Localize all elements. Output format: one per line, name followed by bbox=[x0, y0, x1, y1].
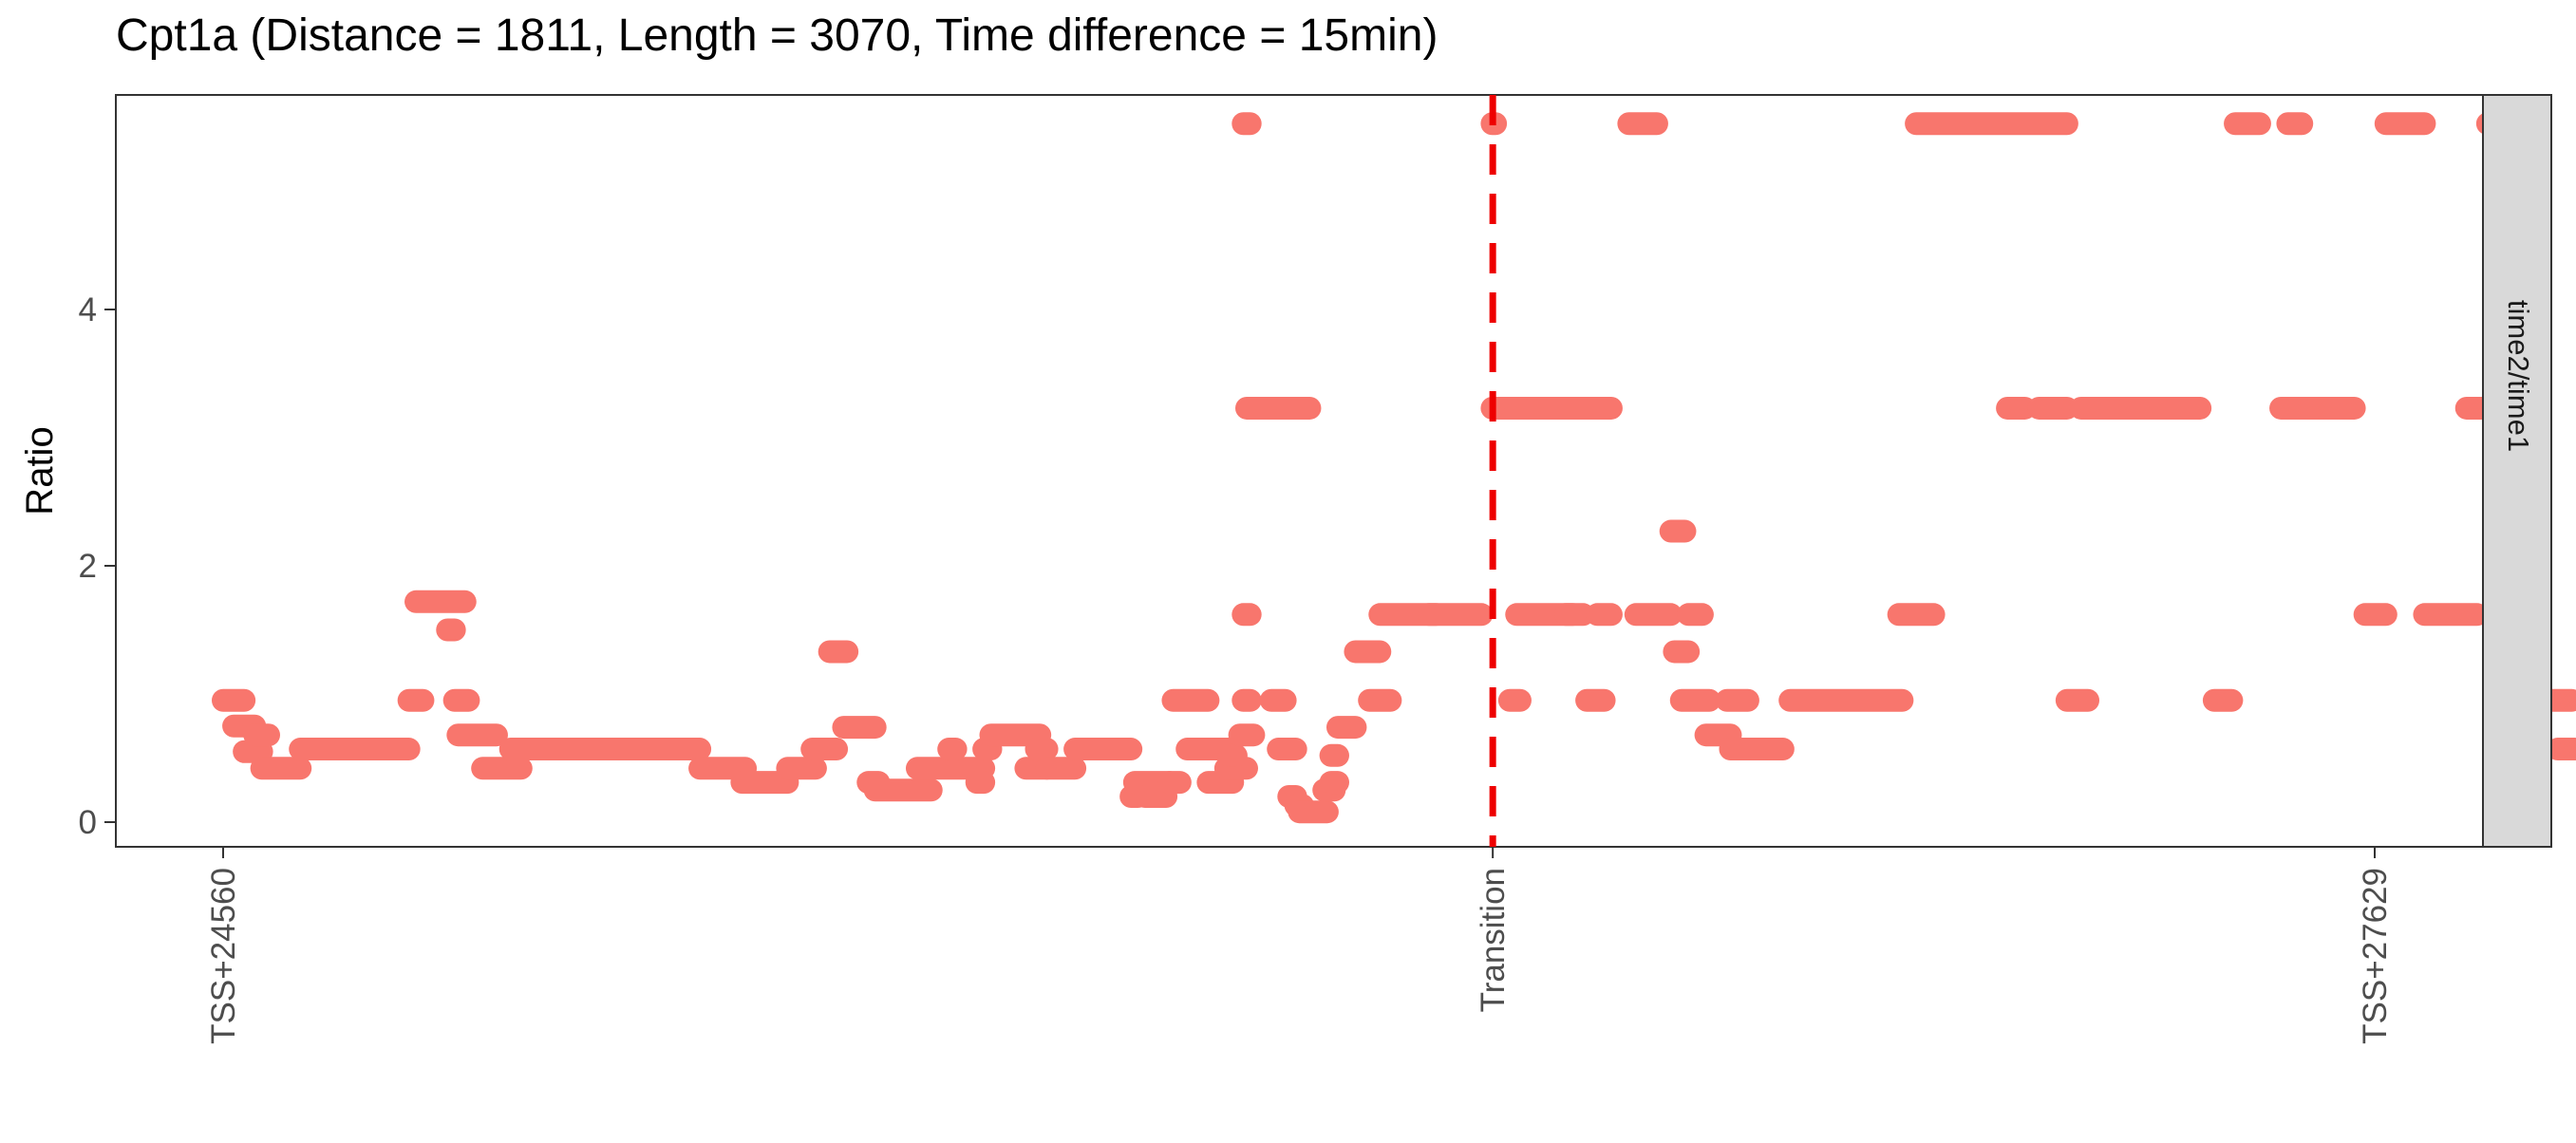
data-point-run bbox=[1217, 743, 1248, 767]
data-point-run bbox=[1887, 603, 1946, 627]
data-point-run bbox=[863, 778, 943, 802]
data-point-run bbox=[818, 640, 859, 664]
y-axis-title: Ratio bbox=[19, 426, 61, 515]
data-point-run bbox=[250, 757, 312, 780]
data-point-run bbox=[1575, 688, 1616, 712]
data-point-run bbox=[1617, 112, 1668, 136]
data-points bbox=[212, 112, 2576, 824]
data-point-run bbox=[1586, 603, 1623, 627]
data-point-run bbox=[2269, 396, 2366, 420]
data-point-run bbox=[212, 688, 256, 712]
chart-title: Cpt1a (Distance = 1811, Length = 3070, T… bbox=[116, 10, 1438, 61]
data-point-run bbox=[1288, 800, 1339, 824]
data-point-run bbox=[1319, 771, 1349, 795]
data-point-run bbox=[2353, 603, 2397, 627]
data-point-run bbox=[1025, 738, 1059, 761]
data-point-run bbox=[1905, 112, 2078, 136]
data-point-run bbox=[1659, 519, 1697, 543]
data-point-run bbox=[2413, 603, 2489, 627]
data-point-run bbox=[2546, 738, 2576, 761]
y-tick-label: 2 bbox=[79, 548, 97, 585]
data-point-run bbox=[1319, 743, 1349, 767]
data-point-run bbox=[2276, 112, 2314, 136]
data-point-run bbox=[1480, 396, 1623, 420]
data-point-run bbox=[1663, 640, 1701, 664]
data-point-run bbox=[498, 738, 712, 761]
x-tick-label: Transition bbox=[1475, 868, 1512, 1012]
data-point-run bbox=[436, 618, 466, 642]
data-point-run bbox=[442, 688, 480, 712]
y-tick-label: 0 bbox=[79, 804, 97, 841]
data-point-run bbox=[1234, 396, 1322, 420]
x-tick-label: TSS+27629 bbox=[2357, 868, 2394, 1044]
y-tick-label: 4 bbox=[79, 291, 97, 328]
data-point-run bbox=[800, 738, 849, 761]
data-point-run bbox=[1259, 688, 1297, 712]
data-point-run bbox=[965, 771, 996, 795]
data-point-run bbox=[1624, 603, 1683, 627]
data-point-run bbox=[1553, 603, 1595, 627]
data-point-run bbox=[1719, 738, 1795, 761]
data-point-run bbox=[937, 738, 968, 761]
data-point-run bbox=[832, 716, 887, 740]
data-point-run bbox=[2202, 688, 2244, 712]
data-point-run bbox=[2027, 396, 2078, 420]
data-point-run bbox=[1497, 688, 1532, 712]
data-point-run bbox=[1996, 396, 2037, 420]
data-point-run bbox=[1267, 738, 1307, 761]
data-point-run bbox=[1326, 716, 1367, 740]
data-point-run bbox=[1677, 603, 1714, 627]
data-point-run bbox=[2055, 688, 2100, 712]
data-point-run bbox=[289, 738, 421, 761]
data-point-run bbox=[2374, 112, 2436, 136]
plot-panel bbox=[115, 94, 2484, 848]
data-point-run bbox=[1669, 688, 1721, 712]
data-point-run bbox=[2224, 112, 2271, 136]
data-point-run bbox=[1161, 688, 1220, 712]
data-point-run bbox=[1232, 603, 1262, 627]
data-point-run bbox=[1063, 738, 1143, 761]
data-point-run bbox=[1232, 112, 1262, 136]
data-point-run bbox=[1035, 757, 1087, 780]
x-axis: TSS+24560 Transition TSS+27629 bbox=[205, 847, 2394, 1044]
data-point-run bbox=[471, 757, 533, 780]
x-tick-label: TSS+24560 bbox=[205, 868, 242, 1044]
data-point-run bbox=[1228, 723, 1266, 747]
facet-label: time2/time1 bbox=[2502, 300, 2535, 452]
data-point-run bbox=[776, 757, 827, 780]
data-point-run bbox=[243, 723, 280, 747]
data-point-run bbox=[1344, 640, 1392, 664]
data-point-run bbox=[397, 688, 435, 712]
data-point-run bbox=[1157, 771, 1192, 795]
data-point-run bbox=[1715, 688, 1759, 712]
data-point-run bbox=[1232, 688, 1262, 712]
data-point-run bbox=[446, 723, 508, 747]
data-point-run bbox=[1358, 688, 1402, 712]
data-point-run bbox=[2069, 396, 2212, 420]
data-point-run bbox=[1778, 688, 1914, 712]
data-point-run bbox=[404, 590, 477, 613]
facet-strip bbox=[2482, 94, 2552, 848]
data-point-run bbox=[1417, 603, 1494, 627]
y-axis: 0 2 4 bbox=[79, 291, 116, 841]
